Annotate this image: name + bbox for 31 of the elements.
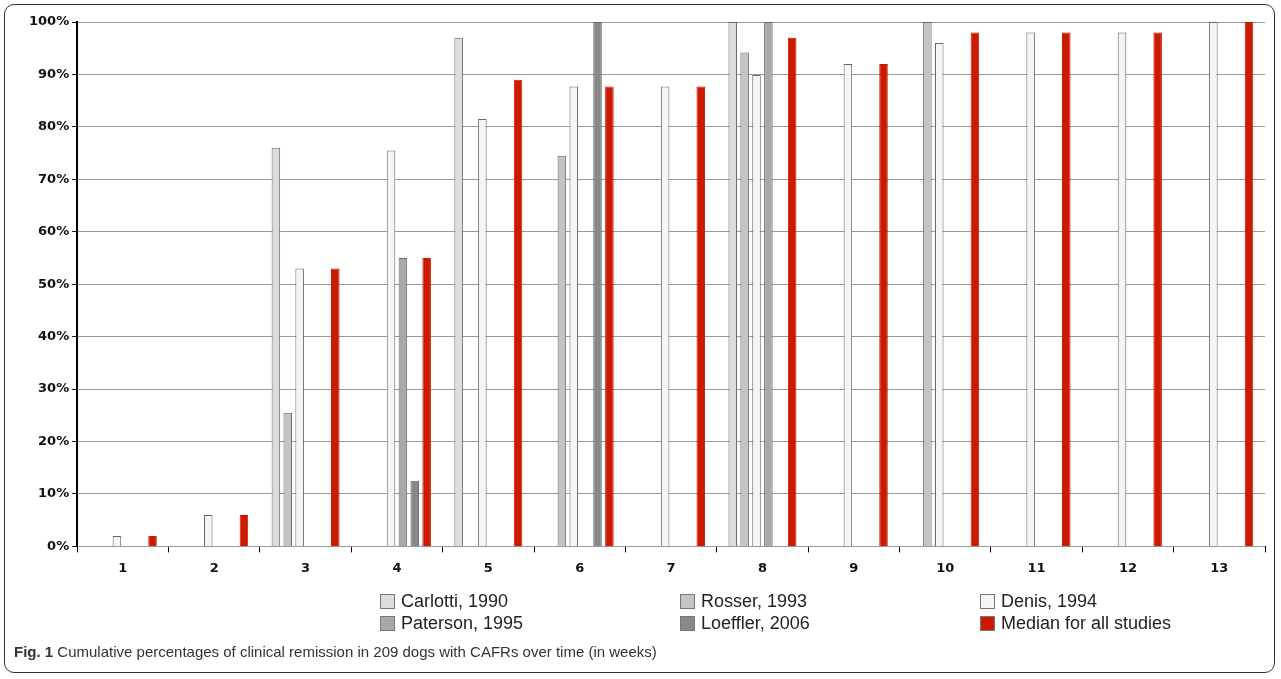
- x-tick-label: 12: [1118, 559, 1137, 575]
- y-tick-label: 30%: [38, 380, 70, 396]
- x-tick-label: 10: [936, 559, 955, 575]
- y-tick-label: 90%: [38, 65, 70, 81]
- legend-label: Paterson, 1995: [400, 612, 525, 634]
- legend-label: Loeffler, 2006: [700, 612, 811, 634]
- x-tick-label: 2: [209, 559, 219, 575]
- y-tick-label: 100%: [28, 13, 70, 29]
- y-tick-label: 50%: [38, 275, 70, 291]
- x-tick-label: 8: [757, 559, 767, 575]
- y-tick-label: 60%: [38, 223, 70, 239]
- legend-label: Rosser, 1993: [700, 590, 809, 612]
- y-tick-label: 20%: [38, 432, 70, 448]
- x-tick-label: 4: [392, 559, 402, 575]
- x-tick-label: 6: [575, 559, 585, 575]
- y-tick-label: 0%: [47, 537, 70, 553]
- text: Denis, 1994: [1000, 590, 1099, 612]
- x-tick-label: 11: [1027, 559, 1046, 575]
- x-tick-label: 7: [666, 559, 676, 575]
- y-tick-label: 70%: [38, 170, 70, 186]
- legend-label: Carlotti, 1990: [400, 590, 510, 612]
- x-tick-label: 9: [849, 559, 859, 575]
- x-tick-label: 13: [1210, 559, 1229, 575]
- caption: Fig. 1 Cumulative percentages of clinical remission in 209 dogs with CAFRs over time (in weeks): [14, 643, 657, 660]
- x-tick-label: 5: [483, 559, 493, 575]
- x-tick-label: 3: [301, 559, 311, 575]
- y-tick-label: 40%: [38, 328, 70, 344]
- x-tick-label: 1: [118, 559, 128, 575]
- y-tick-label: 80%: [38, 118, 70, 134]
- y-tick-label: 10%: [38, 485, 70, 501]
- legend-label: Median for all studies: [1000, 612, 1173, 634]
